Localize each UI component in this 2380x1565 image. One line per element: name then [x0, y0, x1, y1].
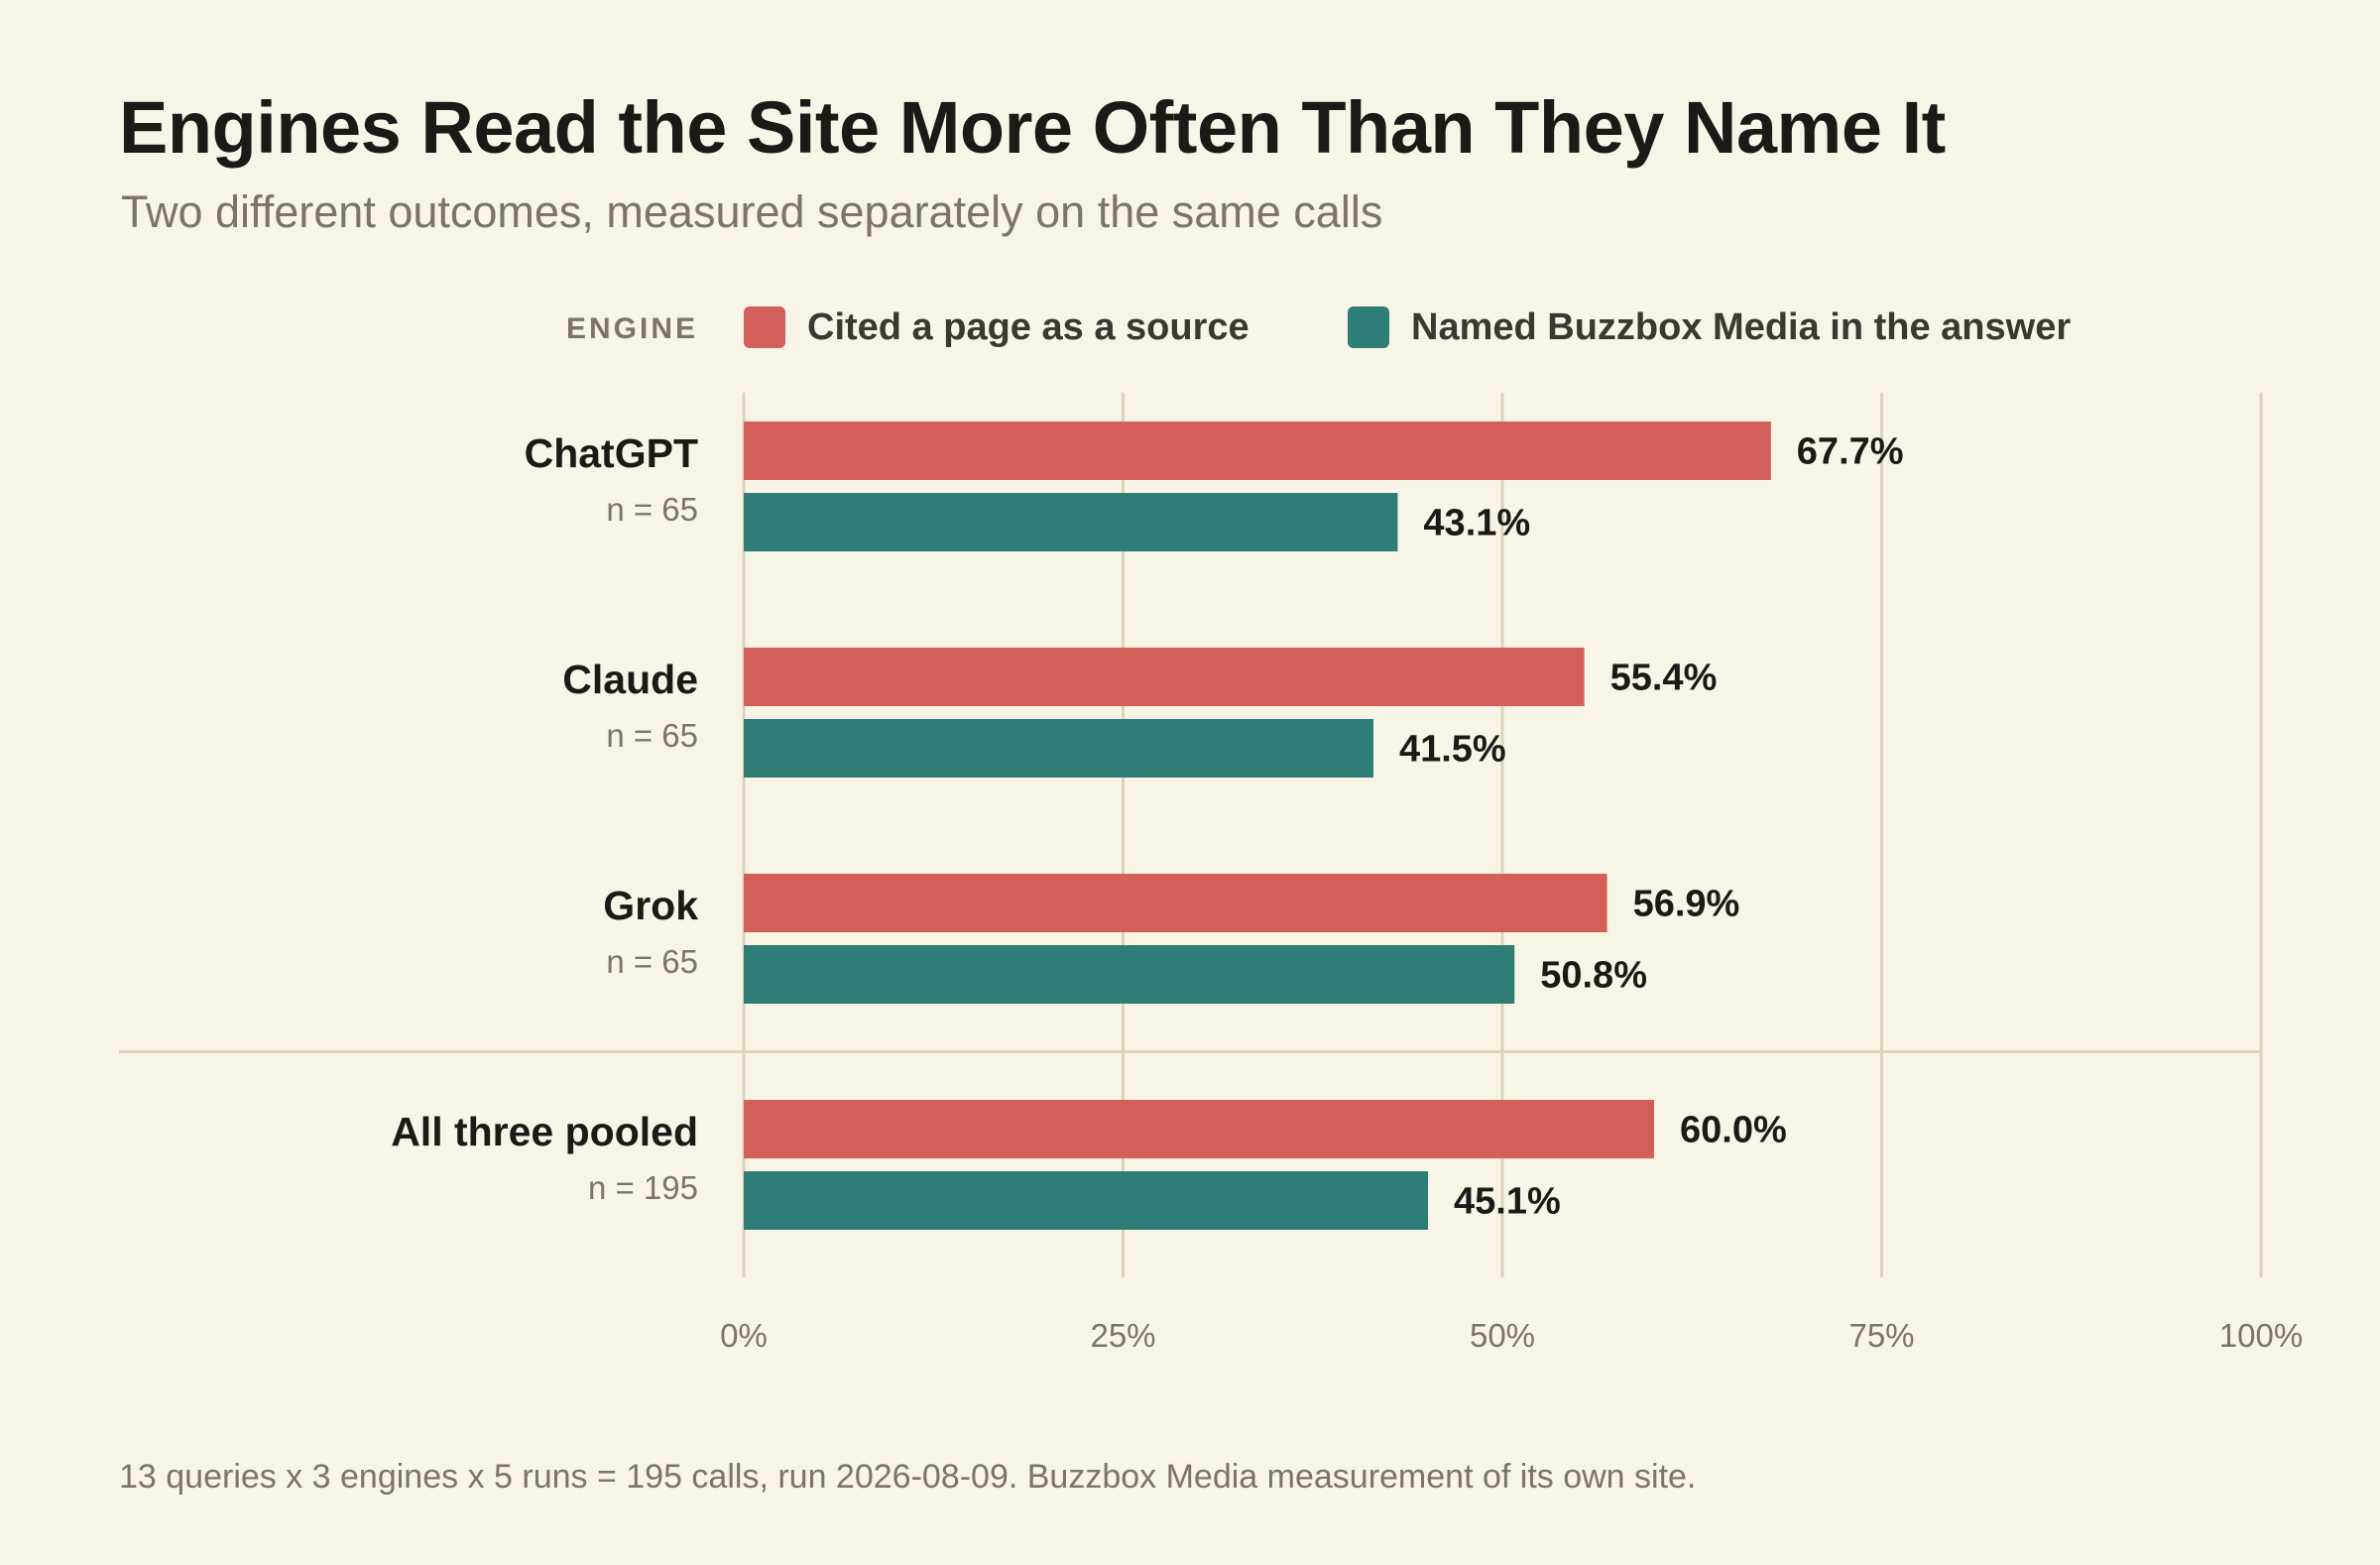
legend-label-cited: Cited a page as a source: [807, 305, 1250, 348]
bar-named-2: [744, 945, 1515, 1004]
category-note: n = 65: [606, 943, 698, 980]
data-label: 60.0%: [1680, 1110, 1787, 1151]
bar-cited-3: [744, 1100, 1654, 1158]
legend-item-named: Named Buzzbox Media in the answer: [1348, 303, 2071, 351]
legend-label-named: Named Buzzbox Media in the answer: [1411, 305, 2072, 348]
category-label: Claude: [562, 657, 698, 702]
bar-cited-1: [744, 648, 1585, 706]
labels-layer: 0% 25% 50% 75% 100% 67.7% 43.1% ChatGPT n = 65 55…: [391, 430, 2303, 1354]
x-tick-label: 25%: [1090, 1317, 1155, 1354]
bar-named-0: [744, 493, 1398, 551]
legend-item-cited: Cited a page as a source: [744, 303, 1250, 351]
data-label: 41.5%: [1399, 729, 1506, 771]
bar-named-3: [744, 1171, 1429, 1230]
category-note: n = 65: [606, 717, 698, 754]
x-tick-label: 50%: [1470, 1317, 1535, 1354]
chart-subtitle: Two different outcomes, measured separat…: [121, 186, 1383, 237]
legend-title: ENGINE: [565, 312, 698, 345]
data-label: 50.8%: [1540, 955, 1647, 997]
bar-cited-0: [744, 421, 1771, 480]
bar-cited-2: [744, 874, 1607, 932]
legend-swatch-named: [1348, 306, 1389, 348]
category-note: n = 65: [606, 491, 698, 528]
bar-named-1: [744, 719, 1373, 778]
data-label: 67.7%: [1797, 431, 1904, 473]
x-tick-label: 0%: [720, 1317, 768, 1354]
data-label: 56.9%: [1633, 884, 1740, 925]
legend-swatch-cited: [744, 306, 785, 348]
chart-footnote: 13 queries x 3 engines x 5 runs = 195 ca…: [119, 1458, 1697, 1496]
chart-title: Engines Read the Site More Often Than Th…: [119, 86, 1946, 169]
data-label: 43.1%: [1423, 503, 1530, 544]
category-label: ChatGPT: [525, 430, 698, 476]
category-note: n = 195: [588, 1169, 698, 1206]
bars-layer: [744, 421, 1771, 1230]
category-label: All three pooled: [391, 1109, 698, 1154]
x-tick-label: 75%: [1848, 1317, 1914, 1354]
data-label: 55.4%: [1610, 658, 1718, 699]
x-tick-label: 100%: [2219, 1317, 2303, 1354]
data-label: 45.1%: [1454, 1181, 1561, 1223]
category-label: Grok: [603, 883, 698, 928]
